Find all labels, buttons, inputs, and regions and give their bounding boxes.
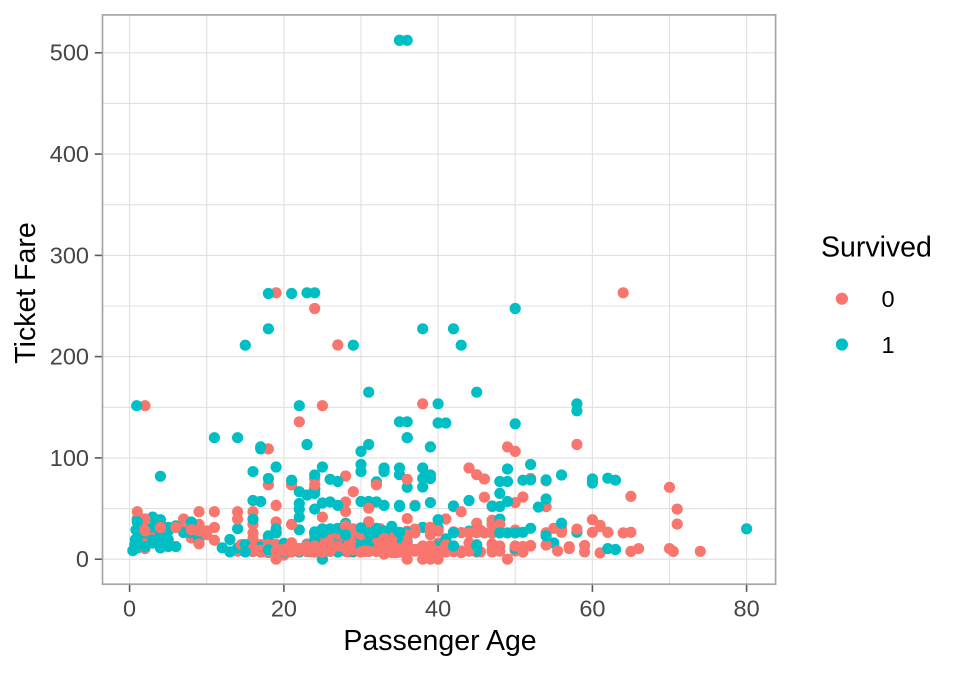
- svg-text:Ticket Fare: Ticket Fare: [10, 222, 42, 363]
- svg-text:40: 40: [425, 596, 451, 622]
- svg-text:500: 500: [50, 40, 89, 66]
- svg-text:0: 0: [123, 596, 136, 622]
- svg-text:20: 20: [271, 596, 297, 622]
- svg-text:0: 0: [882, 286, 895, 312]
- svg-text:1: 1: [882, 332, 895, 358]
- svg-text:300: 300: [50, 242, 89, 268]
- svg-text:Survived: Survived: [821, 232, 932, 264]
- svg-text:80: 80: [734, 596, 760, 622]
- svg-text:Passenger Age: Passenger Age: [343, 625, 536, 657]
- svg-text:200: 200: [50, 344, 89, 370]
- svg-text:100: 100: [50, 445, 89, 471]
- svg-text:400: 400: [50, 141, 89, 167]
- svg-text:0: 0: [76, 546, 89, 572]
- svg-text:60: 60: [579, 596, 605, 622]
